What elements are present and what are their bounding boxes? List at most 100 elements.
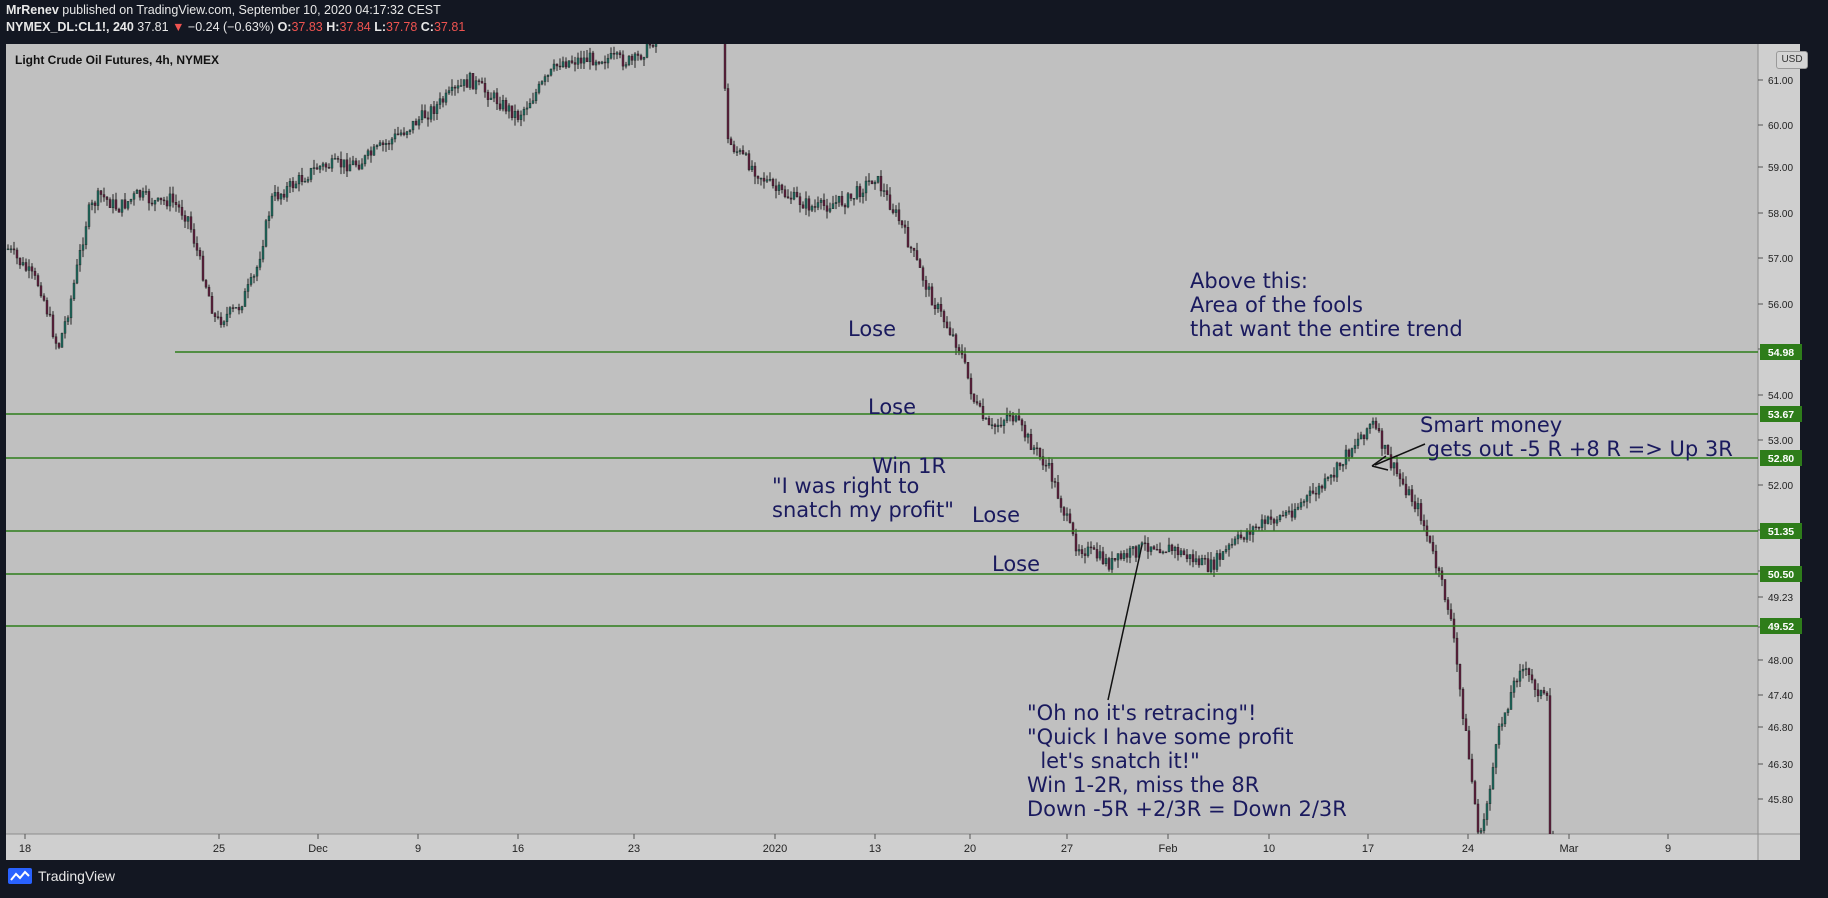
candle-body bbox=[513, 110, 517, 118]
candle-body bbox=[108, 199, 112, 209]
candle-body bbox=[1269, 516, 1273, 520]
candle-body bbox=[1482, 819, 1486, 831]
candle-body bbox=[1041, 456, 1045, 466]
candle-body bbox=[528, 102, 532, 109]
candle-body bbox=[966, 362, 970, 379]
candle-body bbox=[495, 92, 499, 105]
candle-body bbox=[1293, 509, 1297, 518]
candle-body bbox=[951, 334, 955, 336]
candle-body bbox=[939, 304, 943, 312]
candle-body bbox=[138, 190, 142, 198]
candle-body bbox=[1047, 463, 1051, 466]
candle-body bbox=[405, 131, 409, 135]
candle-body bbox=[1506, 709, 1510, 713]
candle-body bbox=[1254, 526, 1258, 528]
candle-body bbox=[1029, 433, 1033, 450]
candle-body bbox=[1215, 553, 1219, 570]
candle-body bbox=[750, 165, 754, 170]
candle-body bbox=[1548, 695, 1552, 834]
candle-body bbox=[252, 275, 256, 278]
candle-body bbox=[685, 6, 687, 10]
candle-body bbox=[816, 202, 820, 208]
annotation-smart-money: Smart money gets out -5 R +8 R => Up 3R bbox=[1420, 413, 1733, 461]
candle-body bbox=[870, 180, 874, 185]
x-tick-label: 20 bbox=[964, 843, 976, 855]
candle-body bbox=[1440, 570, 1444, 580]
candle-body bbox=[1275, 519, 1279, 524]
candle-body bbox=[1485, 803, 1489, 820]
candle-body bbox=[661, 25, 663, 38]
candle-body bbox=[1446, 599, 1450, 610]
candle-body bbox=[219, 316, 223, 325]
candle-body bbox=[972, 393, 976, 402]
candle-body bbox=[1224, 549, 1228, 552]
candle-body bbox=[810, 206, 814, 211]
candle-body bbox=[1395, 462, 1399, 474]
annotation-lose-2: Lose bbox=[868, 395, 916, 419]
candle-body bbox=[1140, 542, 1144, 546]
candle-body bbox=[552, 63, 556, 70]
candle-body bbox=[909, 246, 913, 249]
candle-body bbox=[645, 44, 649, 58]
candle-body bbox=[759, 177, 763, 180]
candle-body bbox=[288, 181, 292, 187]
candle-body bbox=[753, 165, 757, 177]
tradingview-logo[interactable]: TradingView bbox=[8, 868, 115, 884]
candle-body bbox=[963, 354, 967, 363]
candle-body bbox=[888, 194, 892, 210]
candle-body bbox=[945, 321, 949, 328]
candle-body bbox=[237, 307, 241, 311]
candle-body bbox=[1149, 546, 1153, 552]
candle-body bbox=[1161, 551, 1165, 554]
candle-body bbox=[1113, 558, 1117, 561]
currency-badge[interactable]: USD bbox=[1776, 51, 1808, 69]
y-tick-label: 56.00 bbox=[1768, 300, 1793, 311]
publish-info: published on TradingView.com, September … bbox=[62, 3, 441, 17]
candle-body bbox=[897, 209, 901, 222]
candle-body bbox=[540, 81, 544, 85]
candle-body bbox=[132, 193, 136, 200]
candle-body bbox=[306, 179, 310, 182]
candle-body bbox=[1203, 558, 1207, 560]
candle-body bbox=[1098, 551, 1102, 559]
candle-body bbox=[1038, 447, 1042, 457]
x-tick-label: 27 bbox=[1061, 843, 1073, 855]
close-value: 37.81 bbox=[433, 20, 466, 34]
candle-body bbox=[336, 158, 340, 160]
candle-body bbox=[921, 267, 925, 281]
candle-body bbox=[721, 0, 723, 28]
candle-body bbox=[1089, 546, 1093, 549]
author-name[interactable]: MrRenev bbox=[6, 3, 59, 17]
candle-body bbox=[36, 275, 40, 286]
candle-body bbox=[1281, 515, 1285, 517]
candle-body bbox=[1056, 482, 1060, 499]
candle-body bbox=[15, 249, 19, 259]
candle-body bbox=[664, 25, 666, 33]
candle-body bbox=[51, 314, 55, 337]
candle-body bbox=[96, 190, 100, 206]
candle-body bbox=[1476, 803, 1480, 833]
candle-body bbox=[756, 176, 760, 179]
price-axis-panel bbox=[1758, 44, 1800, 834]
candle-body bbox=[366, 150, 370, 156]
candle-body bbox=[87, 204, 91, 227]
candle-body bbox=[1299, 502, 1303, 508]
candle-body bbox=[309, 168, 313, 180]
publish-line: MrRenev published on TradingView.com, Se… bbox=[6, 2, 465, 19]
candle-body bbox=[300, 175, 304, 182]
candle-body bbox=[312, 167, 316, 169]
candle-body bbox=[1032, 447, 1036, 450]
candle-body bbox=[1020, 419, 1024, 426]
candle-body bbox=[636, 53, 640, 56]
candle-body bbox=[768, 179, 772, 181]
candle-body bbox=[828, 208, 832, 212]
candle-body bbox=[135, 190, 139, 194]
candle-body bbox=[861, 192, 865, 197]
candle-body bbox=[667, 26, 669, 33]
candle-body bbox=[783, 189, 787, 197]
candle-body bbox=[849, 193, 853, 199]
x-tick-label: Dec bbox=[308, 843, 328, 855]
y-tick-label: 58.00 bbox=[1768, 209, 1793, 220]
candle-body bbox=[1260, 519, 1264, 528]
